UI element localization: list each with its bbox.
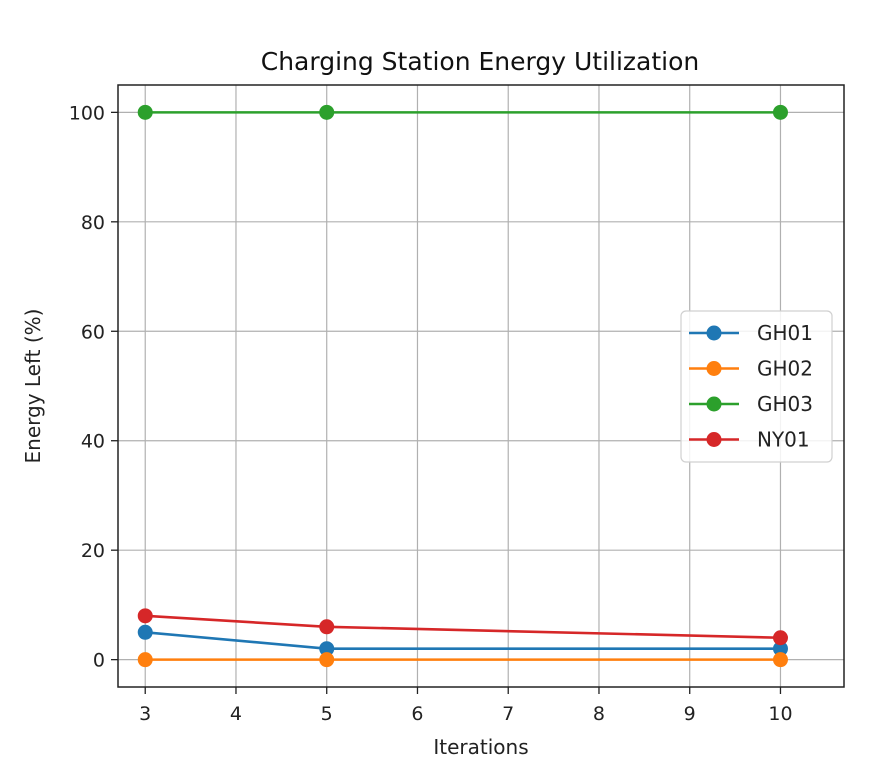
series-gh01 (137, 624, 788, 657)
data-point (319, 641, 335, 657)
x-tick-label: 6 (411, 703, 423, 725)
series-ny01 (137, 608, 788, 646)
legend-item: NY01 (689, 428, 810, 452)
legend: GH01 GH02 GH03 NY01 (680, 310, 833, 463)
series-gh03 (137, 104, 788, 120)
y-tick-label: 40 (81, 431, 105, 453)
x-tick-label: 9 (684, 703, 696, 725)
y-axis: 0 20 40 60 80 100 (69, 102, 118, 672)
data-point (319, 104, 335, 120)
legend-label: NY01 (757, 428, 810, 452)
series-group (137, 104, 788, 668)
data-point (319, 652, 335, 668)
x-tick-label: 3 (139, 703, 151, 725)
legend-swatch-marker (706, 396, 722, 412)
plot-frame (117, 84, 845, 688)
legend-item: GH01 (689, 321, 813, 345)
y-tick-label: 100 (69, 102, 105, 124)
data-point (137, 608, 153, 624)
series-gh02 (137, 652, 788, 668)
data-point (319, 619, 335, 635)
data-point (137, 104, 153, 120)
y-tick-label: 0 (93, 650, 105, 672)
data-point (137, 624, 153, 640)
data-point (772, 641, 788, 657)
legend-item: GH02 (689, 357, 813, 381)
legend-label: GH01 (757, 321, 813, 345)
x-tick-label: 4 (230, 703, 242, 725)
y-tick-label: 20 (81, 540, 105, 562)
legend-swatch-marker (706, 325, 722, 341)
series-line (145, 614, 781, 640)
data-point (772, 630, 788, 646)
data-point (772, 104, 788, 120)
legend-label: GH03 (757, 392, 813, 416)
y-axis-title: Energy Left (%) (21, 309, 45, 464)
y-tick-label: 80 (81, 212, 105, 234)
x-axis-title: Iterations (433, 735, 528, 759)
x-tick-label: 5 (321, 703, 333, 725)
x-tick-label: 10 (768, 703, 792, 725)
data-point (772, 652, 788, 668)
x-axis: 3 4 5 6 7 8 9 10 (139, 687, 793, 725)
data-point (137, 652, 153, 668)
legend-swatch-marker (706, 361, 722, 376)
chart-title: Charging Station Energy Utilization (261, 47, 700, 76)
x-tick-label: 8 (593, 703, 605, 725)
legend-label: GH02 (757, 357, 813, 381)
legend-item: GH03 (689, 392, 813, 416)
x-tick-label: 7 (502, 703, 514, 725)
legend-box (680, 310, 833, 463)
legend-swatch-marker (706, 432, 722, 447)
y-tick-label: 60 (81, 321, 105, 343)
